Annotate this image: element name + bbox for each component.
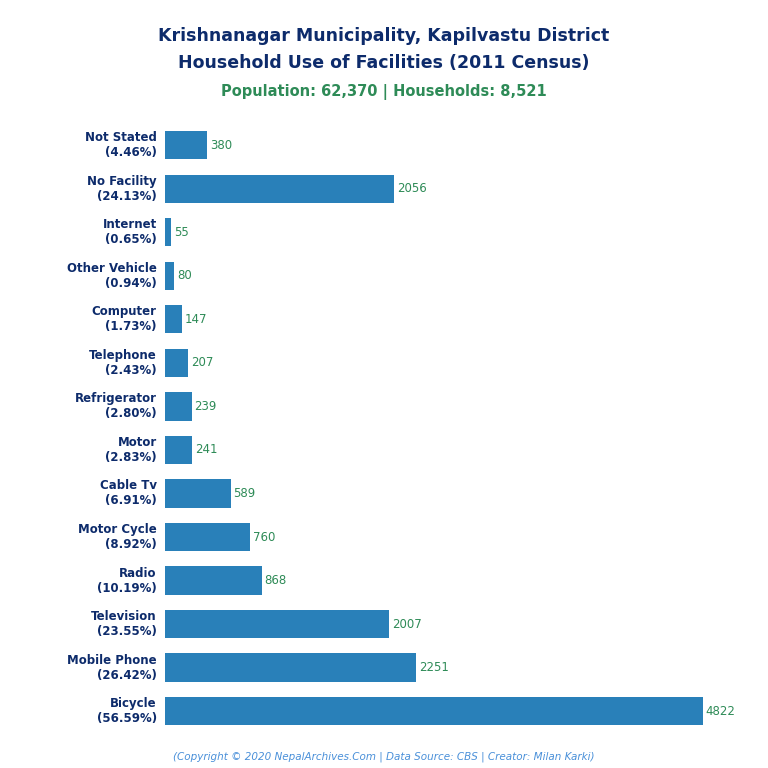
Text: 868: 868 [265, 574, 287, 587]
Text: 4822: 4822 [706, 705, 736, 717]
Bar [165, 523, 250, 551]
Text: 147: 147 [184, 313, 207, 326]
Text: 241: 241 [195, 443, 217, 456]
Text: 589: 589 [233, 487, 256, 500]
Text: Krishnanagar Municipality, Kapilvastu District: Krishnanagar Municipality, Kapilvastu Di… [158, 27, 610, 45]
Text: 207: 207 [191, 356, 214, 369]
Text: 760: 760 [253, 531, 275, 544]
Text: Population: 62,370 | Households: 8,521: Population: 62,370 | Households: 8,521 [221, 84, 547, 101]
Text: 2251: 2251 [419, 661, 449, 674]
Text: (Copyright © 2020 NepalArchives.Com | Data Source: CBS | Creator: Milan Karki): (Copyright © 2020 NepalArchives.Com | Da… [174, 751, 594, 762]
Bar [165, 479, 231, 508]
Bar [165, 262, 174, 290]
Text: 2056: 2056 [397, 182, 427, 195]
Bar [165, 218, 171, 247]
Text: 239: 239 [194, 400, 217, 413]
Bar [165, 435, 192, 464]
Bar [165, 174, 395, 203]
Bar [165, 697, 703, 725]
Bar [165, 392, 192, 421]
Text: 380: 380 [210, 139, 233, 151]
Text: 2007: 2007 [392, 617, 422, 631]
Text: 80: 80 [177, 270, 191, 283]
Bar [165, 654, 416, 682]
Bar [165, 131, 207, 159]
Bar [165, 610, 389, 638]
Bar [165, 349, 188, 377]
Bar [165, 566, 262, 594]
Bar [165, 305, 181, 333]
Text: Household Use of Facilities (2011 Census): Household Use of Facilities (2011 Census… [178, 54, 590, 71]
Text: 55: 55 [174, 226, 189, 239]
